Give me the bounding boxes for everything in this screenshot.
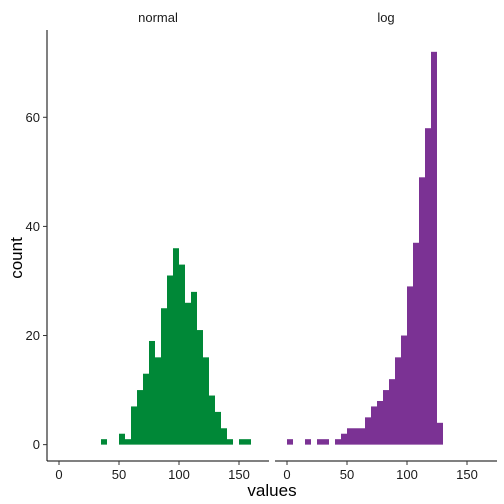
x-tick-label: 100 <box>396 467 418 482</box>
histogram-bar <box>197 330 203 445</box>
histogram-bar <box>179 264 185 445</box>
histogram-bar <box>125 439 131 445</box>
histogram-bar <box>287 439 293 445</box>
histogram-bar <box>383 390 389 445</box>
x-tick-label: 50 <box>112 467 126 482</box>
y-axis-title: count <box>7 237 26 279</box>
histogram-bar <box>395 357 401 445</box>
y-tick-label: 0 <box>33 437 40 452</box>
facet-strip-label: normal <box>138 10 178 25</box>
histogram-bar <box>377 400 383 445</box>
histogram-bar <box>221 428 227 445</box>
x-tick-label: 150 <box>456 467 478 482</box>
x-tick-label: 50 <box>340 467 354 482</box>
histogram-bar <box>347 428 353 445</box>
histogram-bar <box>413 242 419 445</box>
histogram-bar <box>425 128 431 445</box>
histogram-bar <box>185 302 191 445</box>
histogram-bar <box>401 335 407 445</box>
histogram-bar <box>149 340 155 445</box>
x-axis-title: values <box>247 481 296 500</box>
histogram-bar <box>209 395 215 445</box>
histogram-bar <box>143 373 149 445</box>
histogram-bar <box>155 357 161 445</box>
histogram-bar <box>191 291 197 445</box>
histogram-bar <box>305 439 311 445</box>
histogram-bar <box>431 51 437 445</box>
histogram-bar <box>173 248 179 445</box>
y-tick-label: 40 <box>26 219 40 234</box>
facet-strip-label: log <box>377 10 394 25</box>
histogram-bar <box>317 439 323 445</box>
facet-panels: normal 0 50 100 150 log 0 50 100 150 <box>47 10 497 482</box>
x-tick-label: 100 <box>168 467 190 482</box>
histogram-bar <box>359 428 365 445</box>
histogram-bar <box>353 428 359 445</box>
histogram-bar <box>341 433 347 445</box>
histogram-bar <box>101 439 107 445</box>
histogram-bar <box>323 439 329 445</box>
x-tick-label: 0 <box>283 467 290 482</box>
histogram-bar <box>437 422 443 445</box>
y-tick-label: 60 <box>26 110 40 125</box>
histogram-bar <box>227 439 233 445</box>
histogram-bar <box>419 177 425 445</box>
y-tick-label: 20 <box>26 328 40 343</box>
histogram-bar <box>203 357 209 445</box>
x-tick-label: 0 <box>55 467 62 482</box>
histogram-bar <box>167 275 173 445</box>
histogram-bar <box>407 286 413 445</box>
histogram-bar <box>365 417 371 445</box>
histogram-bar <box>215 411 221 445</box>
histogram-bar <box>239 439 245 445</box>
histogram-bar <box>137 390 143 445</box>
facet-panel-log: log 0 50 100 150 <box>275 10 497 482</box>
histogram-bar <box>245 439 251 445</box>
histogram-bar <box>371 406 377 445</box>
histogram-bar <box>119 433 125 445</box>
histogram-bar <box>389 379 395 445</box>
x-tick-label: 150 <box>228 467 250 482</box>
y-axis: 0 20 40 60 <box>26 30 48 461</box>
histogram-bar <box>335 439 341 445</box>
histogram-bar <box>131 406 137 445</box>
histogram-bar <box>161 308 167 445</box>
facet-panel-normal: normal 0 50 100 150 <box>47 10 269 482</box>
